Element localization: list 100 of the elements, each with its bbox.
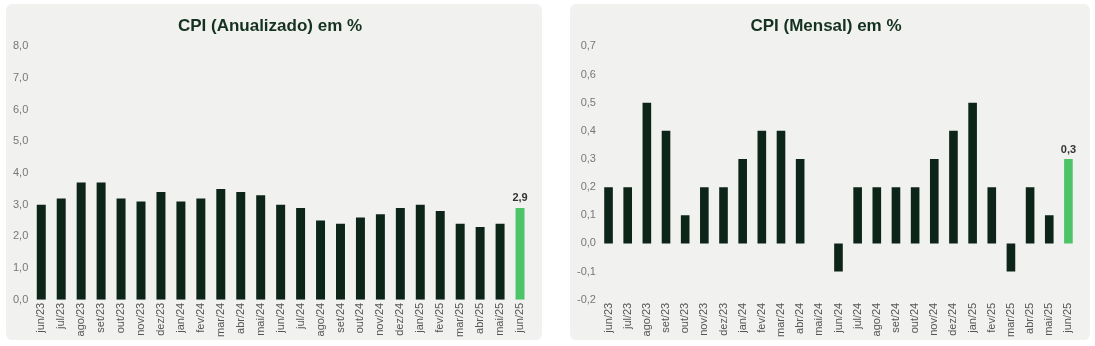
bar [435,211,445,300]
bar [395,207,405,300]
x-tick-label: mar/24 [774,302,787,338]
x-tick-label: jan/24 [735,302,748,334]
bar [1044,215,1054,244]
x-tick-label: jul/23 [620,302,633,331]
x-tick-label: abr/25 [1023,302,1036,334]
x-tick-label: jun/23 [34,302,47,334]
bar [661,130,671,244]
x-tick-label: fev/24 [754,302,767,333]
x-tick-label: jan/24 [173,302,186,334]
bar [795,159,805,244]
bar [296,207,306,300]
bar [719,187,728,244]
x-tick-label: dez/24 [393,302,406,336]
y-tick-label: 0,6 [580,67,596,80]
bar [56,198,66,300]
x-tick-label: mai/25 [1042,302,1055,336]
y-tick-label: 0,2 [580,180,596,193]
x-tick-label: ago/24 [313,302,326,337]
bar [834,243,843,272]
chart-title: CPI (Mensal) em % [750,15,902,35]
bar [1064,159,1073,244]
x-tick-label: mai/24 [812,302,825,336]
bar [375,214,385,300]
bar [853,187,862,244]
x-tick-label: mai/24 [253,302,266,336]
y-tick-label: 2,0 [12,229,29,242]
bar [156,192,166,300]
x-tick-label: out/23 [114,302,127,334]
bar [949,130,958,244]
bar [680,215,690,244]
x-tick-label: ago/24 [869,302,882,337]
bar [987,187,997,244]
x-tick-label: mar/25 [1003,302,1016,338]
x-tick-label: jul/24 [850,302,863,331]
x-tick-label: ago/23 [639,302,652,337]
x-tick-label: jun/24 [273,302,286,334]
x-tick-label: jul/24 [293,302,306,331]
bar [116,198,126,300]
bar [757,130,767,244]
bar [256,195,266,300]
bar [96,182,106,300]
x-tick-label: dez/23 [716,302,729,336]
x-tick-label: fev/25 [984,302,997,333]
y-tick-label: 8,0 [12,39,29,52]
bar [968,102,977,244]
x-tick-label: dez/24 [946,302,959,336]
x-tick-label: jan/25 [413,302,426,334]
y-tick-label: 0,1 [580,208,596,221]
bar [216,188,226,300]
bar [872,187,882,244]
bar [738,159,747,244]
bar [604,187,613,244]
bar [891,187,901,244]
data-label: 2,9 [512,191,528,204]
bar [276,204,286,300]
x-tick-label: jun/24 [831,302,844,334]
x-tick-label: nov/24 [927,302,940,336]
x-tick-label: mai/25 [493,302,506,336]
x-tick-label: ago/23 [74,302,87,337]
data-label: 0,3 [1060,142,1077,155]
x-tick-label: jan/25 [965,302,978,334]
bar [623,187,633,244]
bar [176,201,186,300]
chart-title: CPI (Anualizado) em % [177,15,363,35]
bar [36,204,46,300]
y-tick-label: 3,0 [12,197,29,210]
bar [700,187,709,244]
x-tick-label: out/24 [908,302,921,334]
x-tick-label: set/23 [94,302,107,333]
y-tick-label: 0,4 [580,123,596,136]
y-tick-label: 0,3 [580,152,596,165]
x-tick-label: out/24 [353,302,366,334]
x-tick-label: set/24 [888,302,901,333]
x-tick-label: jun/25 [513,302,526,334]
y-tick-label: -0,1 [576,264,596,277]
x-tick-label: nov/24 [373,302,386,336]
bar [1006,243,1016,272]
x-tick-label: abr/24 [793,302,806,334]
bar [196,198,206,300]
y-tick-label: 0,0 [580,236,596,249]
bar [495,223,505,300]
x-tick-label: set/23 [659,302,672,333]
x-tick-label: set/24 [333,302,346,333]
bar [236,192,246,300]
y-tick-label: 6,0 [12,102,29,115]
y-tick-label: 5,0 [12,134,29,147]
bar [415,204,425,300]
x-tick-label: out/23 [678,302,691,334]
bar [929,159,939,244]
x-tick-label: abr/24 [233,302,246,334]
bar [910,187,920,244]
y-tick-label: 0,7 [580,39,596,52]
y-tick-label: -0,2 [576,292,596,305]
x-tick-label: dez/23 [153,302,166,336]
y-tick-label: 0,0 [12,292,29,305]
x-tick-label: jun/23 [601,302,614,334]
bar [475,226,485,300]
bar [515,207,525,300]
